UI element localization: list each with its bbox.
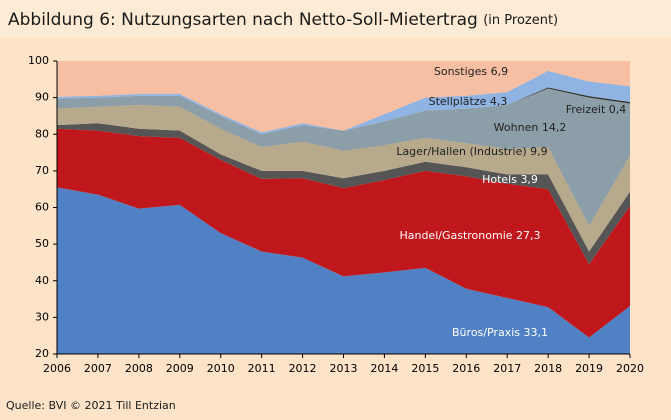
x-tick-label: 2018 — [534, 362, 562, 375]
y-tick-label: 30 — [35, 310, 49, 323]
y-tick-label: 90 — [35, 91, 49, 104]
value-label: 27,3 — [516, 229, 541, 242]
series-label: Hotels 3,9 — [482, 173, 538, 186]
value-label: 14,2 — [542, 121, 567, 134]
y-tick-label: 60 — [35, 201, 49, 214]
series-name: Lager/Hallen (Industrie) — [396, 145, 526, 158]
x-tick-label: 2009 — [166, 362, 194, 375]
value-label: 0,4 — [609, 103, 627, 116]
series-name: Sonstiges — [434, 65, 488, 78]
series-name: Hotels — [482, 173, 517, 186]
series-name: Freizeit — [566, 103, 606, 116]
x-tick-label: 2013 — [330, 362, 358, 375]
value-label: 9,9 — [530, 145, 548, 158]
x-tick-label: 2020 — [616, 362, 644, 375]
y-tick-label: 80 — [35, 127, 49, 140]
source: Quelle: BVI © 2021 Till Entzian — [6, 399, 176, 412]
area — [57, 128, 630, 338]
series-label: Handel/Gastronomie 27,3 — [399, 229, 540, 242]
y-tick-label: 50 — [35, 237, 49, 250]
x-tick-label: 2016 — [452, 362, 480, 375]
x-tick-label: 2011 — [248, 362, 276, 375]
x-tick-label: 2010 — [207, 362, 235, 375]
value-label: 33,1 — [523, 326, 548, 339]
series-name: Handel/Gastronomie — [399, 229, 512, 242]
y-tick-label: 40 — [35, 274, 49, 287]
series-label: Sonstiges 6,9 — [434, 65, 508, 78]
series-name: Wohnen — [494, 121, 539, 134]
value-label: 4,3 — [490, 95, 508, 108]
area — [57, 187, 630, 354]
x-tick-label: 2008 — [125, 362, 153, 375]
area — [57, 61, 630, 133]
x-tick-label: 2007 — [84, 362, 112, 375]
value-label: 6,9 — [491, 65, 509, 78]
y-tick-label: 20 — [35, 347, 49, 360]
series-name: Büros/Praxis — [452, 326, 520, 339]
x-tick-label: 2015 — [411, 362, 439, 375]
y-tick-label: 70 — [35, 164, 49, 177]
area — [57, 104, 630, 252]
series-label: Stellplätze 4,3 — [429, 95, 508, 108]
x-tick-label: 2006 — [43, 362, 71, 375]
x-tick-label: 2014 — [370, 362, 398, 375]
series-label: Büros/Praxis 33,1 — [452, 326, 548, 339]
series-label: Lager/Hallen (Industrie) 9,9 — [396, 145, 547, 158]
x-tick-label: 2017 — [493, 362, 521, 375]
title-band — [0, 0, 671, 38]
series-label: Wohnen 14,2 — [494, 121, 567, 134]
series-label: Freizeit 0,4 — [566, 103, 627, 116]
y-tick-label: 100 — [28, 54, 49, 67]
series-name: Stellplätze — [429, 95, 487, 108]
x-tick-label: 2012 — [289, 362, 317, 375]
area — [57, 88, 630, 226]
chart-title: Abbildung 6: Nutzungsarten nach Netto-So… — [8, 10, 558, 30]
x-tick-label: 2019 — [575, 362, 603, 375]
value-label: 3,9 — [520, 173, 538, 186]
